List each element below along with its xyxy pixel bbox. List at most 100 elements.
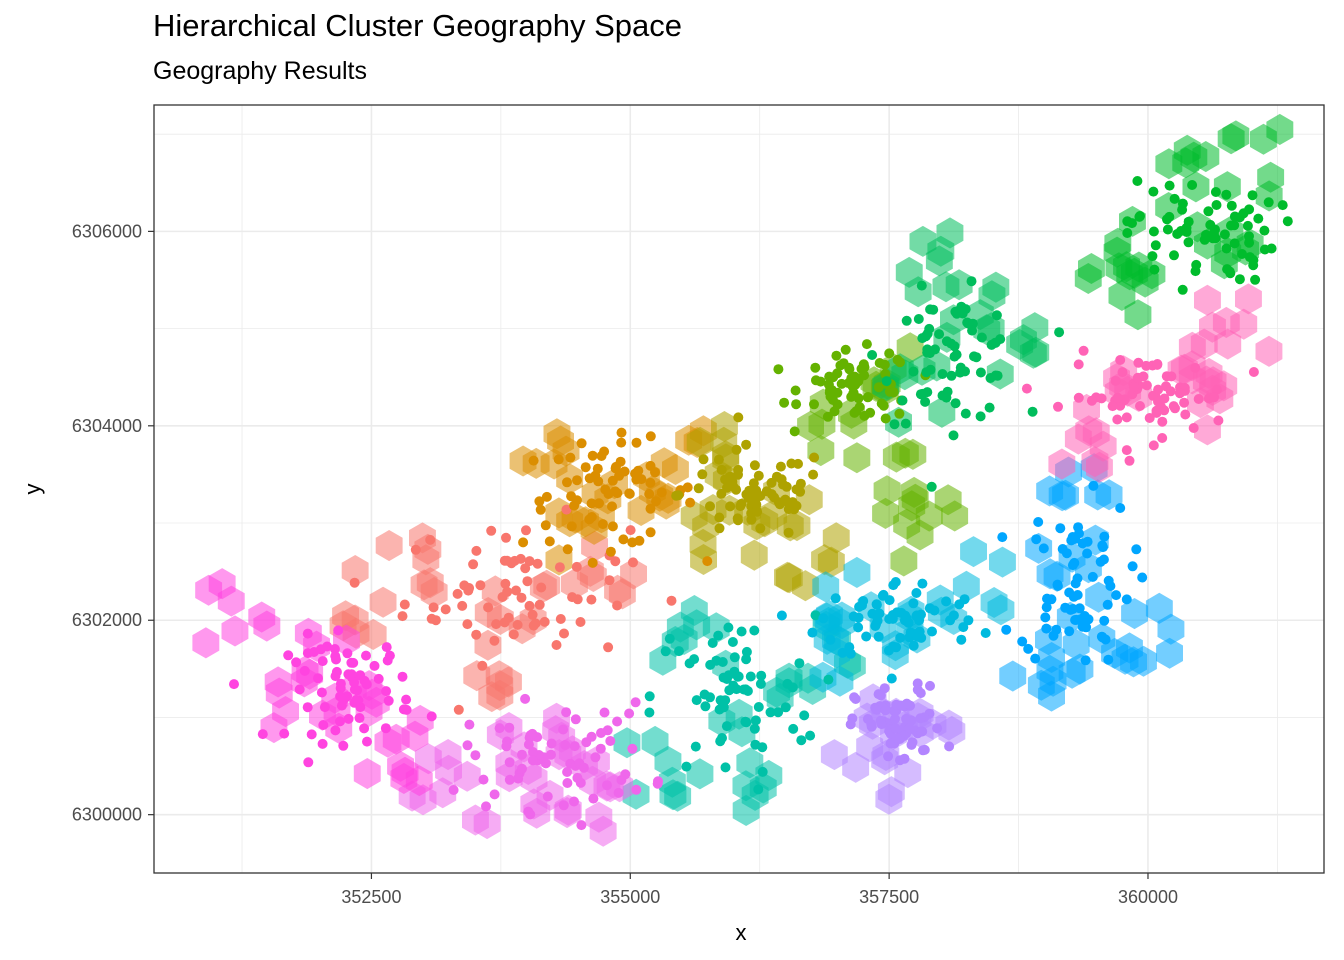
data-point (1164, 180, 1175, 191)
data-point (361, 650, 371, 661)
data-point (1072, 573, 1083, 584)
data-point (560, 740, 571, 750)
data-point (567, 592, 578, 603)
hex-density-cell (1213, 171, 1241, 203)
data-point (975, 367, 986, 378)
data-point (528, 455, 539, 466)
data-point (611, 461, 621, 472)
data-point (512, 619, 523, 630)
hex-density-cell (775, 562, 803, 594)
data-point (1148, 440, 1159, 451)
data-point (1124, 455, 1135, 466)
data-point (888, 641, 899, 652)
data-point (1082, 536, 1093, 547)
data-point (741, 717, 752, 728)
data-point (561, 707, 572, 718)
data-point (854, 373, 864, 384)
data-point (355, 670, 366, 681)
data-point (471, 545, 482, 556)
data-point (788, 723, 799, 734)
data-point (894, 408, 905, 419)
data-point (1041, 623, 1052, 634)
data-point (1148, 226, 1159, 237)
data-point (884, 614, 895, 624)
data-point (741, 646, 752, 657)
data-point (1248, 255, 1259, 266)
data-point (499, 617, 510, 628)
data-point (1073, 359, 1084, 370)
data-point (1187, 180, 1198, 190)
data-point (845, 648, 856, 659)
x-tick-label: 357500 (859, 887, 919, 907)
hex-density-cell (711, 411, 738, 442)
data-point (1001, 624, 1012, 635)
data-point (1282, 216, 1293, 227)
data-point (799, 710, 810, 721)
data-point (750, 715, 761, 726)
data-point (997, 532, 1008, 543)
y-axis-title: y (20, 484, 45, 495)
hex-density-cell (872, 497, 899, 529)
data-point (317, 738, 328, 749)
data-point (464, 719, 475, 730)
hex-density-cell (641, 725, 669, 757)
data-point (521, 525, 531, 536)
data-point (750, 739, 761, 750)
data-point (926, 481, 937, 492)
data-point (570, 714, 581, 725)
hex-density-cell (1130, 645, 1157, 677)
hex-density-cell (1064, 423, 1092, 455)
data-point (523, 806, 534, 817)
data-point (1209, 392, 1220, 403)
hex-density-cell (893, 508, 921, 540)
data-point (644, 489, 655, 499)
data-point (425, 534, 436, 545)
data-point (960, 304, 971, 315)
hex-density-cell (420, 577, 448, 609)
data-point (1179, 397, 1190, 408)
data-point (1159, 405, 1170, 416)
data-point (1244, 204, 1255, 215)
data-point (717, 733, 727, 743)
data-point (612, 600, 623, 611)
data-point (279, 728, 290, 739)
hex-density-cell (1027, 669, 1055, 701)
data-point (338, 740, 349, 751)
data-point (1102, 599, 1113, 610)
data-point (807, 627, 818, 638)
data-point (440, 604, 451, 615)
hex-density-cell (1089, 430, 1117, 462)
hex-density-cell (1145, 592, 1173, 624)
data-point (502, 586, 513, 597)
data-point (1096, 393, 1107, 404)
chart-title: Hierarchical Cluster Geography Space (153, 8, 682, 43)
data-point (397, 611, 408, 622)
data-point (1221, 243, 1232, 254)
data-point (299, 665, 310, 676)
data-point (478, 774, 489, 785)
data-point (1078, 345, 1089, 356)
data-point (1135, 401, 1145, 411)
data-point (302, 648, 313, 659)
data-point (840, 344, 851, 355)
data-point (566, 521, 577, 532)
data-point (787, 682, 798, 693)
data-point (468, 559, 479, 570)
hex-density-cell (375, 530, 403, 562)
data-point (775, 461, 786, 472)
data-point (399, 599, 410, 610)
data-point (491, 619, 502, 630)
data-point (1150, 240, 1161, 251)
data-point (895, 755, 905, 766)
data-point (604, 575, 615, 586)
data-point (602, 780, 612, 791)
data-point (1153, 384, 1164, 395)
data-point (810, 362, 821, 373)
data-point (856, 363, 867, 374)
data-point (1229, 238, 1240, 249)
data-point (1066, 535, 1077, 546)
data-point (625, 525, 636, 536)
data-point (671, 490, 682, 501)
data-point (1247, 190, 1258, 201)
data-point (644, 707, 655, 718)
